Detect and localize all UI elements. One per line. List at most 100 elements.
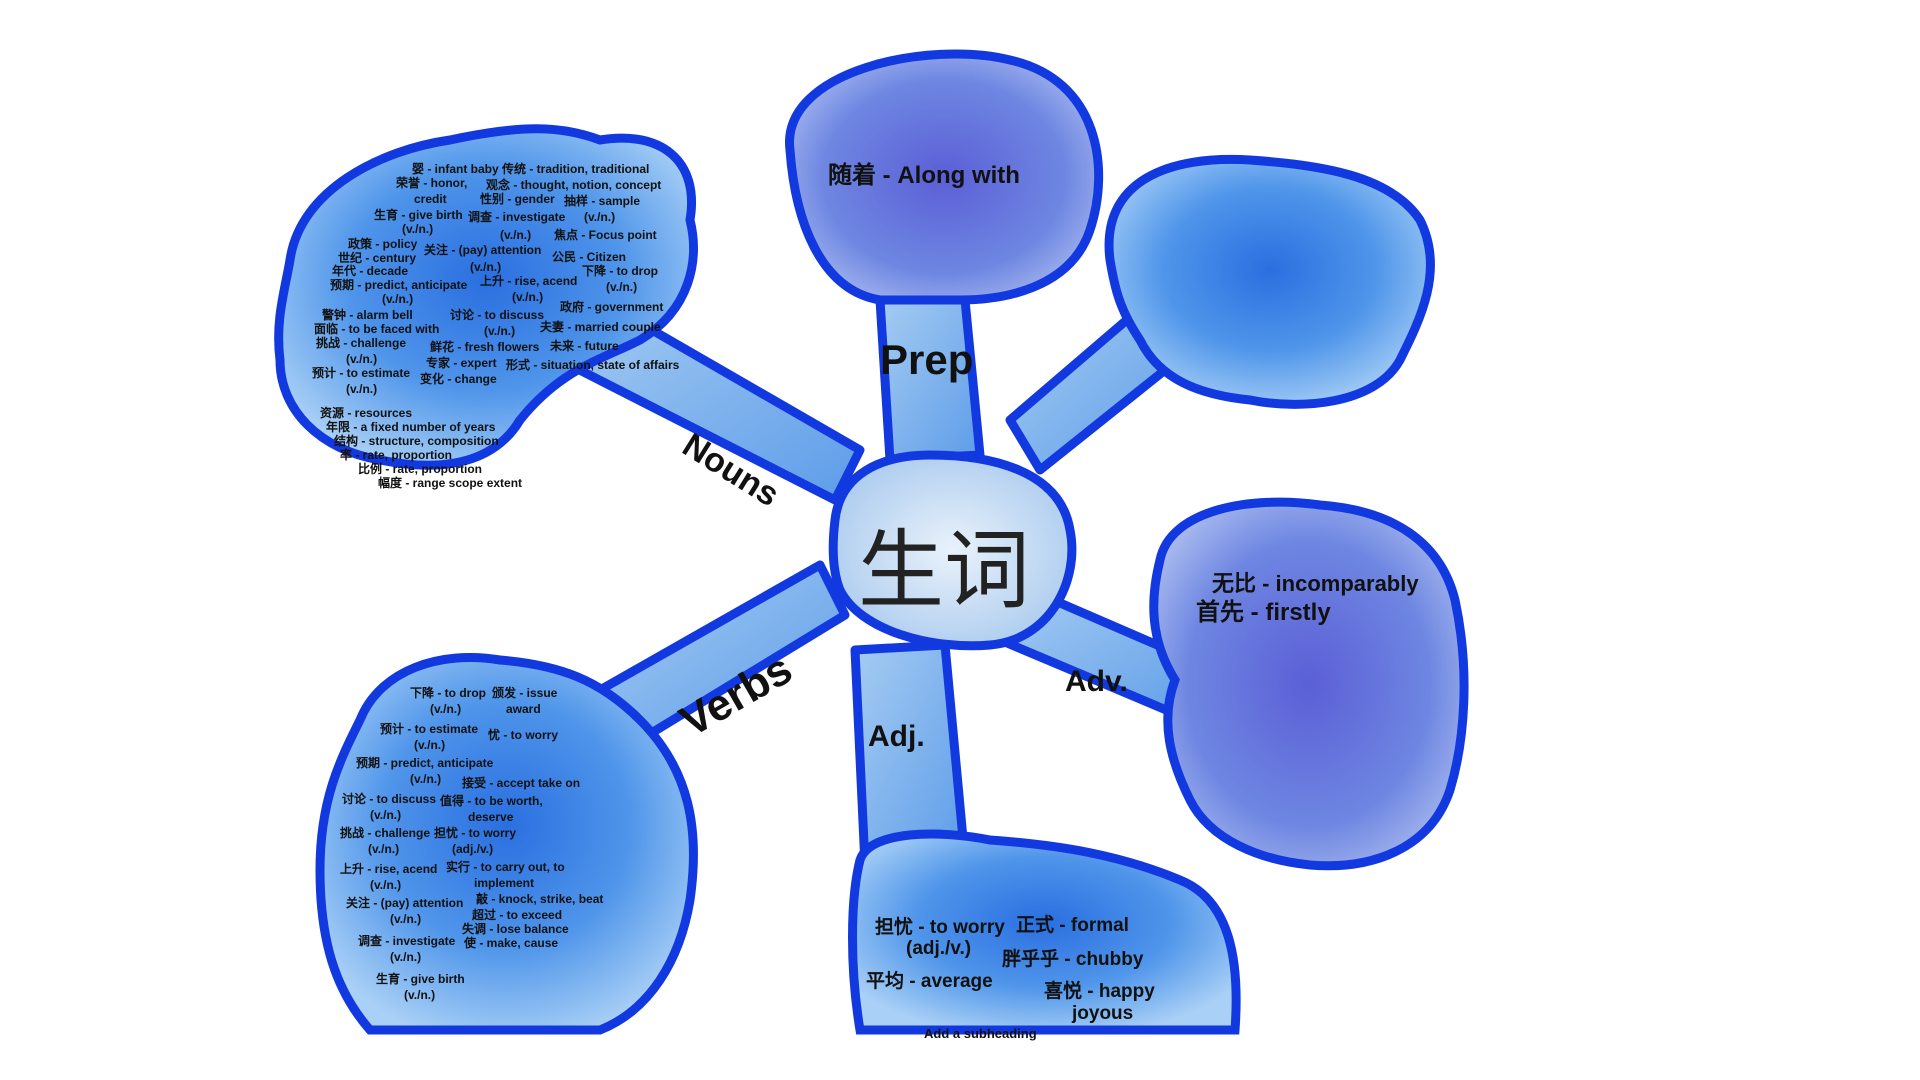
noun-word: 年限 - a fixed number of years [326, 420, 496, 434]
verb-word: 关注 - (pay) attention [346, 896, 464, 910]
noun-word: 变化 - change [420, 372, 497, 386]
noun-word: 政府 - government [560, 300, 664, 314]
noun-word: 下降 - to drop [582, 264, 658, 278]
adj-word: 担忧 - to worry [875, 917, 1005, 938]
nouns-blob [274, 124, 698, 470]
noun-word: 年代 - decade [332, 264, 409, 278]
noun-word: 面临 - to be faced with [314, 322, 440, 336]
noun-word: (v./n.) [484, 324, 516, 338]
noun-word: (v./n.) [512, 290, 544, 304]
noun-word: 预期 - predict, anticipate [330, 278, 468, 292]
adj-word: (adj./v.) [906, 938, 972, 959]
verb-word: 预计 - to estimate [380, 722, 479, 736]
verb-word: (v./n.) [414, 738, 446, 752]
noun-word: 专家 - expert [426, 356, 497, 370]
verb-word: implement [474, 876, 535, 890]
noun-word: 警钟 - alarm bell [322, 308, 413, 322]
verb-word: (v./n.) [368, 842, 400, 856]
noun-word: 公民 - Citizen [552, 250, 626, 264]
noun-word: 资源 - resources [320, 406, 413, 420]
subheading[interactable]: Add a subheading [924, 1026, 1037, 1041]
adv-blob [1149, 497, 1469, 871]
noun-word: 形式 - situation, state of affairs [506, 358, 680, 372]
noun-word: (v./n.) [500, 228, 532, 242]
noun-word: 上升 - rise, acend [480, 274, 578, 288]
noun-word: 调查 - investigate [468, 210, 566, 224]
verb-word: 担忧 - to worry [434, 826, 517, 840]
verb-word: (v./n.) [370, 808, 402, 822]
verb-word: 生育 - give birth [376, 972, 465, 986]
verb-word: (v./n.) [370, 878, 402, 892]
verb-word: 预期 - predict, anticipate [356, 756, 494, 770]
noun-word: (v./n.) [346, 382, 378, 396]
noun-word: 未来 - future [550, 339, 619, 353]
verb-word: 超过 - to exceed [472, 908, 563, 922]
adj-label: Adj. [868, 720, 925, 753]
verb-word: 失调 - lose balance [462, 922, 569, 936]
verb-word: 忧 - to worry [488, 728, 559, 742]
adj-word: 平均 - average [866, 971, 993, 992]
verb-word: (v./n.) [404, 988, 436, 1002]
noun-word: 预计 - to estimate [312, 366, 411, 380]
adv-word: 无比 - incomparably [1212, 571, 1419, 596]
noun-word: 夫妻 - married couple [540, 320, 661, 334]
verb-word: 实行 - to carry out, to [446, 860, 565, 874]
verb-word: 调查 - investigate [358, 934, 456, 948]
verb-word: (v./n.) [390, 912, 422, 926]
prep-blob [785, 49, 1104, 305]
verb-word: 敲 - knock, strike, beat [476, 892, 604, 906]
verbs-blob [315, 653, 698, 1035]
noun-word: 传统 - tradition, traditional [502, 162, 650, 176]
adv-label: Adv. [1065, 665, 1128, 698]
noun-word: 挑战 - challenge [316, 336, 407, 350]
prep-word: 随着 - Along with [828, 162, 1020, 189]
noun-word: (v./n.) [606, 280, 638, 294]
noun-word: (v./n.) [470, 260, 502, 274]
verb-word: 颁发 - issue [492, 686, 558, 700]
adj-word: 喜悦 - happy [1044, 981, 1155, 1002]
adj-word: 胖乎乎 - chubby [1002, 949, 1144, 970]
noun-word: 比例 - rate, proportion [358, 462, 482, 476]
topright-blob [1104, 154, 1435, 409]
noun-word: 结构 - structure, composition [334, 434, 499, 448]
verb-word: (v./n.) [390, 950, 422, 964]
noun-word: 讨论 - to discuss [450, 308, 545, 322]
noun-word: 观念 - thought, notion, concept [486, 178, 662, 192]
noun-word: 关注 - (pay) attention [424, 243, 542, 257]
noun-word: 荣誉 - honor, [396, 176, 468, 190]
adj-word: joyous [1072, 1003, 1134, 1024]
noun-word: 抽样 - sample [564, 194, 641, 208]
center-title: 生词 [858, 521, 1030, 621]
noun-word: 生育 - give birth [374, 208, 463, 222]
adj-word: 正式 - formal [1016, 915, 1129, 936]
verb-word: (v./n.) [430, 702, 462, 716]
center-blob [828, 450, 1077, 651]
noun-word: 鲜花 - fresh flowers [430, 340, 540, 354]
noun-word: (v./n.) [402, 222, 434, 236]
noun-word: 焦点 - Focus point [554, 228, 657, 242]
noun-word: 政策 - policy [348, 237, 418, 251]
noun-word: 婴 - infant baby [412, 162, 499, 176]
verb-word: 接受 - accept take on [462, 776, 581, 790]
noun-word: 性别 - gender [480, 192, 555, 206]
verb-word: (adj./v.) [452, 842, 494, 856]
noun-word: (v./n.) [346, 352, 378, 366]
verb-word: deserve [468, 810, 514, 824]
noun-word: 幅度 - range scope extent [378, 476, 523, 490]
verb-word: 值得 - to be worth, [440, 794, 543, 808]
noun-word: (v./n.) [584, 210, 616, 224]
verb-word: 挑战 - challenge [340, 826, 431, 840]
verb-word: 讨论 - to discuss [342, 792, 437, 806]
noun-word: 率 - rate, proportion [340, 448, 452, 462]
verb-word: award [506, 702, 541, 716]
verb-word: 下降 - to drop [410, 686, 486, 700]
verb-word: (v./n.) [410, 772, 442, 786]
verb-word: 上升 - rise, acend [340, 862, 438, 876]
verb-word: 使 - make, cause [464, 936, 559, 950]
adv-word: 首先 - firstly [1196, 599, 1331, 626]
noun-word: 世纪 - century [338, 251, 417, 265]
noun-word: (v./n.) [382, 292, 414, 306]
adj-blob [848, 829, 1241, 1035]
